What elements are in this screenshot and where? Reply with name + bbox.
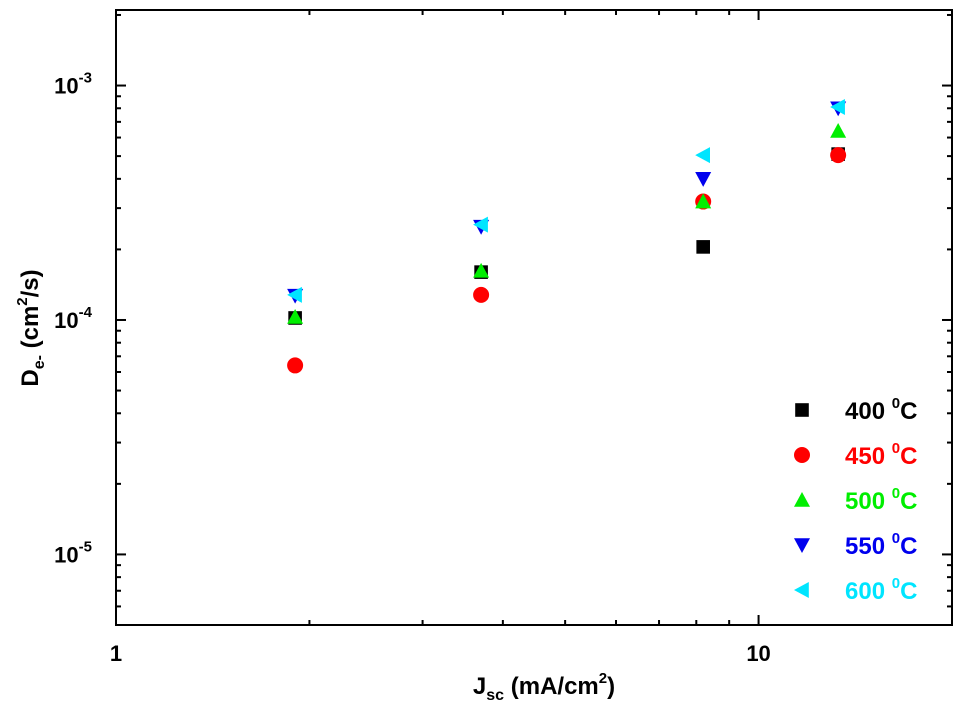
series-550: [287, 101, 847, 304]
data-point: [695, 147, 710, 164]
data-point: [830, 98, 845, 115]
x-tick-label: 1: [110, 641, 122, 666]
legend-marker: [795, 403, 809, 417]
legend-label: 600 0C: [845, 575, 917, 605]
legend-marker: [794, 538, 810, 553]
legend-item: 600 0C: [794, 575, 917, 605]
legend-label: 450 0C: [845, 440, 917, 470]
data-point: [287, 357, 304, 374]
plot-frame: [115, 9, 953, 626]
legend-item: 500 0C: [794, 485, 917, 515]
legend-item: 450 0C: [794, 440, 917, 470]
data-point: [473, 216, 488, 233]
x-tick-label: 10: [746, 641, 770, 666]
legend-item: 400 0C: [795, 395, 917, 425]
legend-marker: [794, 582, 809, 598]
data-point: [830, 122, 847, 138]
y-axis-title: De- (cm2/s): [14, 269, 48, 386]
series-400: [288, 147, 845, 325]
data-markers: [287, 98, 847, 374]
y-tick-label: 10-5: [54, 538, 92, 567]
x-axis: 1 10: [110, 10, 953, 666]
data-point: [287, 286, 302, 303]
x-axis-title: Jsc (mA/cm2): [473, 670, 615, 704]
legend-label: 400 0C: [845, 395, 917, 425]
data-point: [695, 172, 712, 187]
series-500: [287, 122, 847, 324]
data-point: [830, 147, 847, 164]
legend: 400 0C 450 0C 500 0C 550 0C 600 0C: [794, 395, 917, 605]
legend-item: 550 0C: [794, 530, 917, 560]
data-point: [696, 240, 710, 254]
data-point: [287, 308, 304, 324]
y-axis: 10-5 10-4 10-3: [54, 13, 952, 626]
legend-label: 550 0C: [845, 530, 917, 560]
data-point: [473, 286, 490, 303]
y-tick-label: 10-4: [54, 304, 92, 333]
data-point: [695, 193, 712, 209]
series-450: [287, 147, 847, 374]
series-600: [287, 98, 845, 303]
y-tick-label: 10-3: [54, 70, 92, 99]
legend-marker: [794, 492, 810, 507]
data-point: [473, 262, 490, 278]
legend-marker: [794, 447, 810, 463]
legend-label: 500 0C: [845, 485, 917, 515]
plot-border: [115, 9, 953, 626]
